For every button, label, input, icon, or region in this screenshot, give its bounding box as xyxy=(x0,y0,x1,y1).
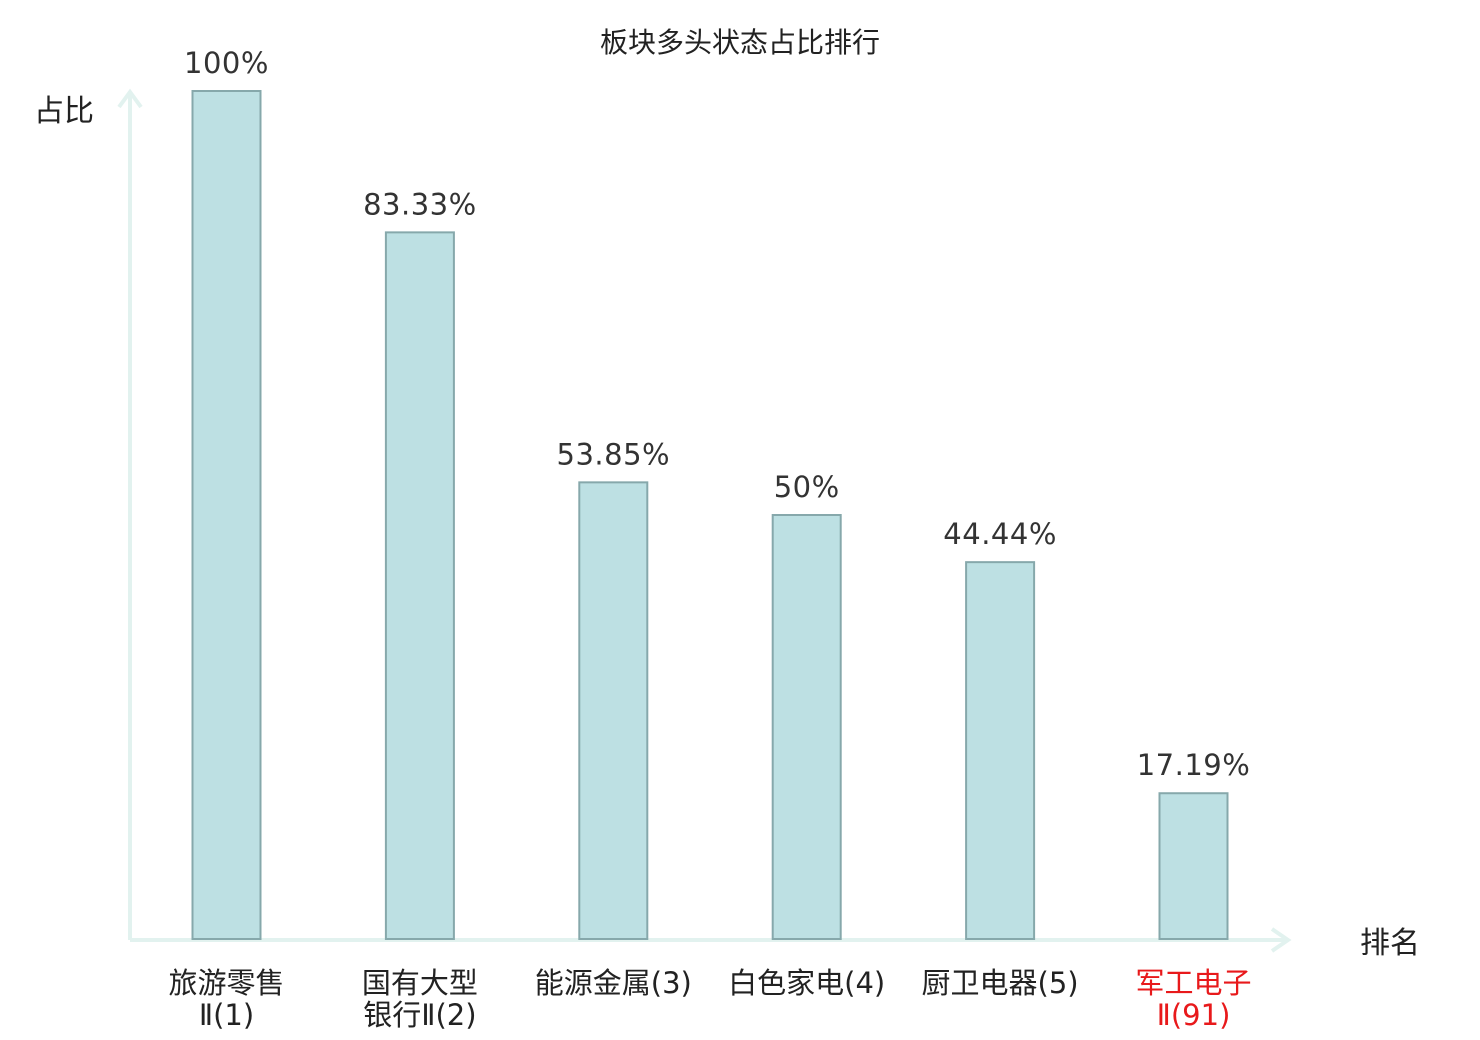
chart-title: 板块多头状态占比排行 xyxy=(600,26,880,59)
value-label-5: 44.44% xyxy=(943,517,1057,551)
category-label-6: 军工电子 Ⅱ(91) xyxy=(1135,966,1251,1032)
category-label-line: 厨卫电器(5) xyxy=(922,966,1079,1000)
bar-4 xyxy=(771,514,842,940)
bars-group xyxy=(191,90,1229,941)
bar-6 xyxy=(1158,792,1229,941)
value-label-3: 53.85% xyxy=(557,437,671,471)
category-label-line: 能源金属(3) xyxy=(535,966,692,1000)
category-label-line: 国有大型 xyxy=(362,966,478,1000)
category-label-4: 白色家电(4) xyxy=(728,966,885,1000)
x-axis-arrow xyxy=(1270,927,1292,953)
category-label-line: 银行Ⅱ(2) xyxy=(363,998,476,1032)
value-labels-group: 100% 83.33% 53.85% 50% 44.44% 17.19% xyxy=(184,46,1250,782)
value-label-4: 50% xyxy=(774,470,840,504)
y-axis-label: 占比 xyxy=(34,94,94,129)
y-axis-arrow xyxy=(117,88,143,109)
category-label-line: Ⅱ(1) xyxy=(199,998,254,1032)
bar-1 xyxy=(191,90,262,940)
category-label-1: 旅游零售 Ⅱ(1) xyxy=(168,966,284,1032)
bar-5 xyxy=(965,561,1036,940)
category-label-2: 国有大型银行Ⅱ(2) xyxy=(362,966,478,1032)
category-label-line: 旅游零售 xyxy=(168,966,284,1000)
category-label-line: 军工电子 xyxy=(1135,966,1251,1000)
value-label-6: 17.19% xyxy=(1137,748,1251,782)
category-label-line: 白色家电(4) xyxy=(728,966,885,1000)
category-label-3: 能源金属(3) xyxy=(535,966,692,1000)
value-label-1: 100% xyxy=(184,46,269,80)
bar-2 xyxy=(384,231,455,941)
x-axis-label: 排名 xyxy=(1360,926,1420,961)
bar-3 xyxy=(578,481,649,940)
category-label-5: 厨卫电器(5) xyxy=(922,966,1079,1000)
category-labels-group: 旅游零售 Ⅱ(1) 国有大型银行Ⅱ(2) 能源金属(3) 白色家电(4) 厨卫电器(5) 军… xyxy=(168,966,1251,1032)
category-label-line: Ⅱ(91) xyxy=(1157,998,1231,1032)
axes xyxy=(117,88,1292,953)
value-label-2: 83.33% xyxy=(363,187,477,221)
